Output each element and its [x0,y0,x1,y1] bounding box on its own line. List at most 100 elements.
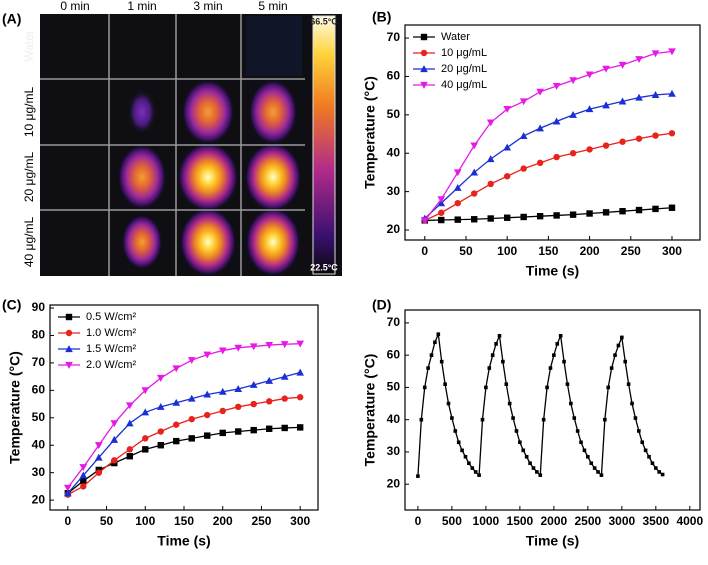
y-tick-label: 60 [32,383,46,397]
marker [296,424,304,431]
marker [524,454,529,459]
marker [651,50,660,58]
series-line [424,132,673,222]
marker [504,382,509,386]
plot-frame [404,309,701,511]
marker [467,461,471,466]
marker [487,366,492,370]
y-axis-title: Temperature (°C) [7,351,23,464]
marker [80,483,87,490]
marker [603,417,607,422]
heat-spot [128,90,156,134]
marker [616,343,621,348]
marker [668,89,676,97]
marker [156,402,165,410]
marker [125,419,134,427]
marker [281,395,288,402]
heat-spot [178,143,238,211]
x-tick-label: 200 [580,244,600,258]
plot-frame [404,24,701,241]
marker [521,448,526,453]
y-tick-label: 50 [32,410,46,424]
x-tick-label: 2500 [574,514,601,528]
marker [188,435,195,442]
y-tick-label: 60 [387,69,401,83]
legend-label: 20 μg/mL [441,63,487,75]
marker [453,183,462,191]
marker [422,385,427,390]
marker [519,132,528,140]
marker [507,401,512,406]
heat-spot [249,80,297,144]
marker [110,435,119,443]
marker [250,400,257,408]
marker [552,82,561,90]
legend-label: 1.0 W/cm² [86,327,136,339]
marker [599,473,604,477]
marker [637,429,641,433]
marker [541,417,546,422]
marker [234,344,243,352]
marker [651,91,660,98]
marker [446,401,451,406]
marker [552,353,556,357]
column-label: 1 min [127,0,156,13]
marker [619,138,626,145]
marker [635,56,643,64]
y-tick-label: 70 [387,315,401,329]
heat-spot [180,208,236,276]
marker [565,382,570,386]
x-tick-label: 2000 [541,514,568,528]
chart-panel: (B) 0 50 100 150 200 250 300 20 30 40 50 60 70 Time (s… [362,9,701,279]
marker [582,448,587,453]
marker [173,437,180,445]
marker [635,206,643,214]
marker [569,77,577,85]
marker [420,81,428,89]
marker [187,394,196,402]
x-axis-title: Time (s) [526,263,579,279]
marker [218,387,227,395]
column-label: 3 min [193,0,222,13]
marker [416,474,420,478]
marker [296,340,305,348]
marker [436,332,441,336]
marker [470,466,475,470]
marker [187,357,196,365]
chart-panel: (D) 0 500 1000 1500 2000 2500 3000 3500 4000 20 30 4… [362,297,704,549]
panel-label: (A) [2,11,21,27]
marker [235,403,242,411]
marker [218,347,227,355]
marker [585,105,594,113]
x-tick-label: 0 [415,514,422,528]
marker [643,448,648,453]
x-tick-label: 250 [621,244,641,258]
legend-label: 1.5 W/cm² [86,343,136,355]
marker [520,213,527,221]
marker [172,398,181,406]
marker [110,420,119,428]
marker [463,454,468,459]
marker [586,210,593,217]
marker [596,470,600,474]
marker [477,473,481,477]
marker [575,429,580,433]
marker [219,429,226,437]
marker [63,484,72,492]
marker [538,473,543,477]
series-line [67,343,301,489]
marker [635,93,643,101]
legend-label: 40 μg/mL [441,79,487,91]
x-tick-label: 100 [135,514,155,528]
marker [602,101,610,109]
legend-label: 0.5 W/cm² [86,311,136,323]
marker [490,353,495,357]
x-tick-label: 1500 [507,514,534,528]
x-tick-label: 200 [213,514,233,528]
marker [619,208,626,215]
marker [471,190,478,197]
marker [569,110,577,118]
marker [470,168,479,176]
marker [633,416,638,420]
marker [65,361,73,369]
